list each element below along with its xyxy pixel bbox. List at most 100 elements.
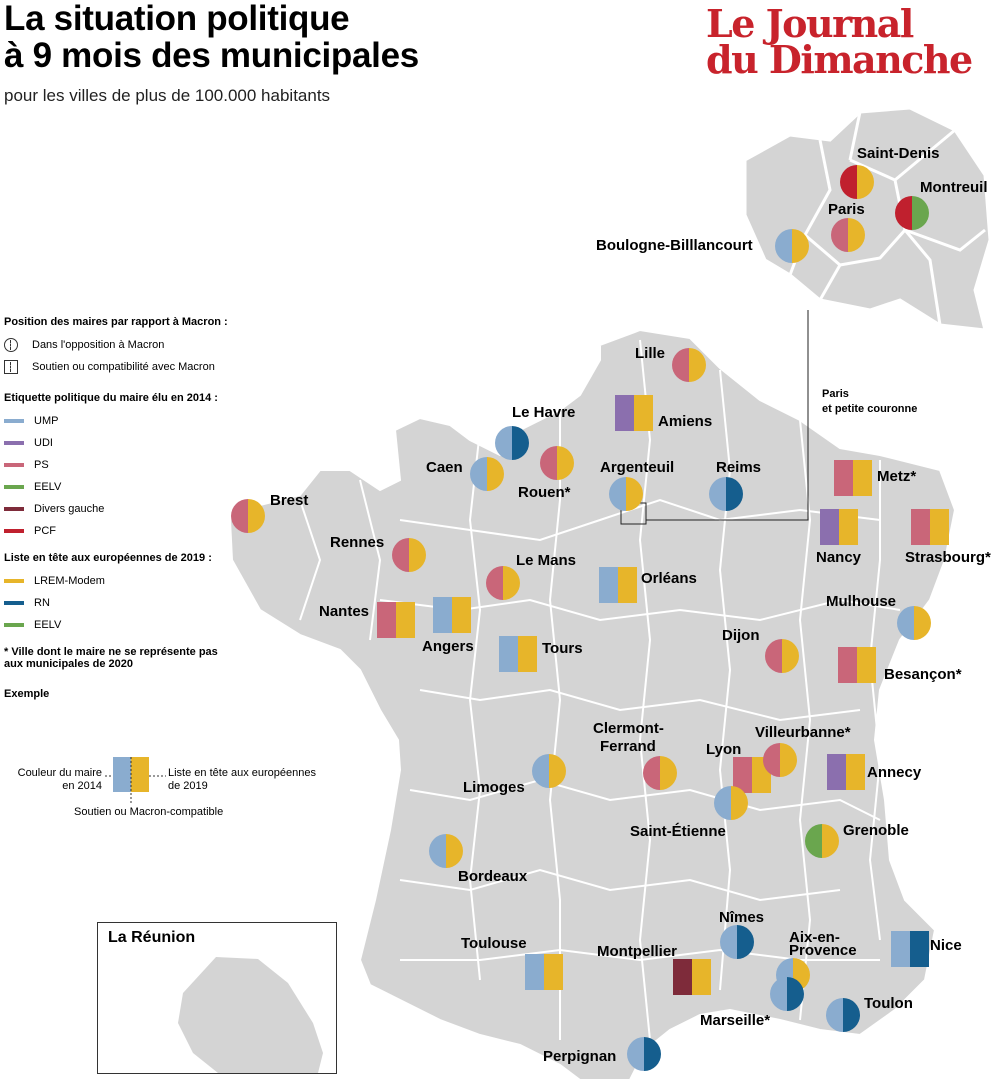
city-label: Angers [422,638,474,655]
legend-exemple-bottom: Soutien ou Macron-compatible [74,806,224,818]
euro-half [839,509,858,545]
mayor-half [599,567,618,603]
legend-exemple-left-2: en 2014 [62,780,102,792]
city-marker-tours: Tours [499,636,583,672]
euro-half [857,165,874,199]
mayor-half [827,754,846,790]
city-marker-nimes: Nîmes [719,909,764,959]
mayor-half [486,566,503,600]
mayor-half [820,509,839,545]
legend-etiquette-row-pcf: PCF [4,520,334,542]
mainland-france [228,328,957,1081]
city-marker-rouen: Rouen* [518,446,574,501]
circle-dashed-icon [4,338,18,352]
city-marker-montreuil: Montreuil [895,179,988,230]
legend-etiquette-label: PCF [34,525,56,537]
euro-half [782,639,799,673]
mayor-half [627,1037,644,1071]
city-label: Tours [542,640,583,657]
legend-etiquette-row-eelv: EELV [4,476,334,498]
newspaper-logo: Le Journal du Dimanche [706,1,973,79]
city-label: Mulhouse [826,593,896,610]
city-marker-bordeaux: Bordeaux [429,834,528,885]
legend-etiquette-row-udi: UDI [4,432,334,454]
euro-half [848,218,865,252]
legend-note-line-2: aux municipales de 2020 [4,658,134,670]
city-marker-montpellier: Montpellier [597,943,711,995]
legend-etiquette-swatch [4,507,24,511]
mayor-half [392,538,409,572]
mayor-half [525,954,544,990]
city-label: Dijon [722,627,760,644]
city-marker-rennes: Rennes [330,534,426,572]
page-subtitle: pour les villes de plus de 100.000 habit… [4,86,331,105]
mayor-half [763,743,780,777]
legend-etiquette-swatch [4,463,24,467]
legend-europeennes-label: EELV [34,619,62,631]
title-line-1: La situation politique [4,0,350,38]
mayor-half [826,998,843,1032]
city-label: Toulouse [461,935,527,952]
city-label: Rennes [330,534,384,551]
mayor-half [891,931,910,967]
euro-half [822,824,839,858]
mayor-half [429,834,446,868]
euro-half [912,196,929,230]
mayor-half [643,756,660,790]
city-marker-clermont-ferrand: Clermont-Ferrand [593,720,677,790]
euro-half [780,743,797,777]
euro-half [726,477,743,511]
city-label: Nantes [319,603,369,620]
city-label: Lyon [706,741,741,758]
mayor-half [714,786,731,820]
city-markers: Saint-Denis Montreuil Paris Boulogne-Billla… [150,145,991,1071]
euro-half [626,477,643,511]
euro-half [846,754,865,790]
city-label: Orléans [641,570,697,587]
legend-row-soutien: Soutien ou compatibilité avec Macron [4,356,334,378]
euro-half [910,931,929,967]
city-label: Amiens [658,413,712,430]
mayor-half [770,977,787,1011]
legend-soutien-label: Soutien ou compatibilité avec Macron [32,361,215,373]
city-marker-toulouse: Toulouse [461,935,563,990]
mayor-half [540,446,557,480]
city-label: Villeurbanne* [755,724,851,741]
mayor-half [720,925,737,959]
city-marker-saint-denis: Saint-Denis [840,145,940,199]
city-marker-lyon: Lyon [706,741,771,793]
city-marker-reims: Reims [709,459,761,511]
city-label: Le Havre [512,404,575,421]
euro-half [396,602,415,638]
euro-half [248,499,265,533]
city-label: Clermont-Ferrand [593,720,664,755]
mayor-half [805,824,822,858]
city-label: Marseille* [700,1012,770,1029]
legend-etiquette-row-dvg: Divers gauche [4,498,334,520]
city-label: Aix-en-Provence [789,929,857,959]
logo-line-1: Le Journal [706,1,914,46]
city-marker-paris: Paris [828,201,865,252]
city-label: Boulogne-Billlancourt [596,237,753,254]
euro-half [503,566,520,600]
legend-position-title: Position des maires par rapport à Macron… [4,316,228,328]
title-line-2: à 9 mois des municipales [4,36,419,75]
mayor-half [532,754,549,788]
euro-half [544,954,563,990]
city-label: Limoges [463,779,525,796]
city-marker-grenoble: Grenoble [805,822,909,858]
mayor-half [838,647,857,683]
city-label: Bordeaux [458,868,528,885]
euro-half [692,959,711,995]
mayor-half [897,606,914,640]
legend-exemple-right: Liste en tête aux européennes de 2019 [168,767,338,793]
legend-etiquette-label: PS [34,459,49,471]
city-label: Strasbourg* [905,549,991,566]
city-label: Argenteuil [600,459,674,476]
city-label: Lille [635,345,665,362]
legend-exemple-title: Exemple [4,688,50,700]
mayor-half [672,348,689,382]
city-marker-boulogne-billlancourt: Boulogne-Billlancourt [596,229,809,263]
city-marker-marseille: Marseille* [700,977,804,1029]
city-marker-nantes: Nantes [319,602,415,638]
